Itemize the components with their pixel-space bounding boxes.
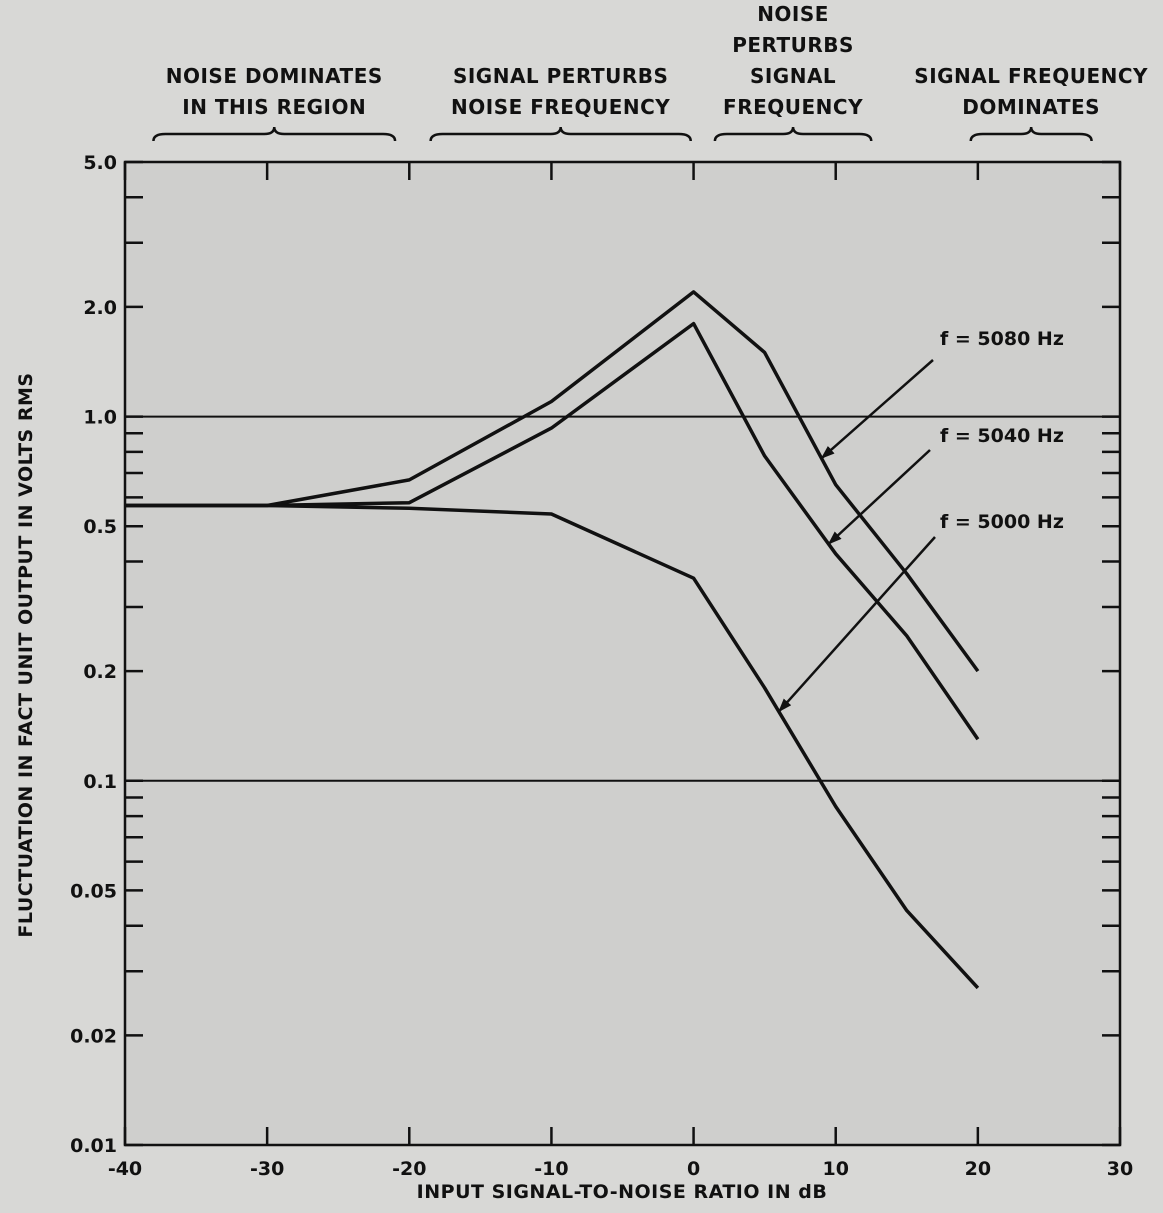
series-line (125, 503, 980, 990)
region-label: DOMINATES (962, 95, 1100, 119)
y-axis-title: FLUCTUATION IN FACT UNIT OUTPUT IN VOLTS… (15, 372, 37, 937)
x-axis-title: INPUT SIGNAL-TO-NOISE RATIO IN dB (417, 1181, 828, 1203)
region-brace (713, 126, 873, 142)
plot-panel (125, 162, 1120, 1145)
y-tick-label: 0.5 (83, 516, 117, 538)
series-annotation-label: f = 5040 Hz (940, 425, 1064, 447)
y-tick-label: 0.2 (83, 661, 117, 683)
region-label: SIGNAL FREQUENCY (914, 64, 1148, 88)
region-brace (429, 126, 692, 142)
region-brace (152, 126, 397, 142)
region-label: NOISE FREQUENCY (451, 95, 670, 119)
series-annotations: f = 5080 Hz f = 5040 Hz f = 5000 Hz (777, 328, 1064, 713)
region-label: SIGNAL (750, 64, 836, 88)
series-annotation-arrow (827, 449, 931, 545)
x-tick-label: -40 (108, 1158, 142, 1180)
region-label: NOISE (757, 2, 829, 26)
y-tick-label: 0.1 (83, 771, 117, 793)
y-tick-label: 5.0 (83, 152, 117, 174)
region-labels: NOISE DOMINATES IN THIS REGION SIGNAL PERT… (152, 2, 1148, 142)
series-line (125, 321, 980, 741)
y-tick-label: 2.0 (83, 297, 117, 319)
y-tick-label: 1.0 (83, 407, 117, 429)
series-annotation-label: f = 5000 Hz (940, 511, 1064, 533)
series-line (125, 290, 980, 673)
series-annotation-arrow (777, 536, 936, 713)
axis-ticks: 5.0 2.0 1.0 0.5 0.2 0.1 0.05 0.02 0.01-40 -30 -20 -… (70, 152, 1133, 1180)
series-annotation-arrow (820, 359, 934, 460)
region-label: IN THIS REGION (182, 95, 366, 119)
region-brace (969, 126, 1093, 142)
y-tick-label: 0.02 (70, 1025, 117, 1047)
x-tick-label: 0 (687, 1158, 700, 1180)
x-tick-label: 30 (1107, 1158, 1133, 1180)
y-tick-label: 0.01 (70, 1135, 117, 1157)
x-tick-label: -30 (250, 1158, 284, 1180)
region-label: NOISE DOMINATES (166, 64, 383, 88)
region-label: FREQUENCY (723, 95, 863, 119)
plot-frame (123, 160, 1122, 1147)
x-tick-label: -10 (534, 1158, 568, 1180)
region-label: SIGNAL PERTURBS (453, 64, 668, 88)
region-label: PERTURBS (732, 33, 854, 57)
y-tick-label: 0.05 (70, 880, 117, 902)
gridlines (125, 415, 1120, 782)
x-tick-label: -20 (392, 1158, 426, 1180)
x-tick-label: 20 (965, 1158, 991, 1180)
series-lines (125, 290, 980, 990)
series-annotation-label: f = 5080 Hz (940, 328, 1064, 350)
x-tick-label: 10 (822, 1158, 848, 1180)
